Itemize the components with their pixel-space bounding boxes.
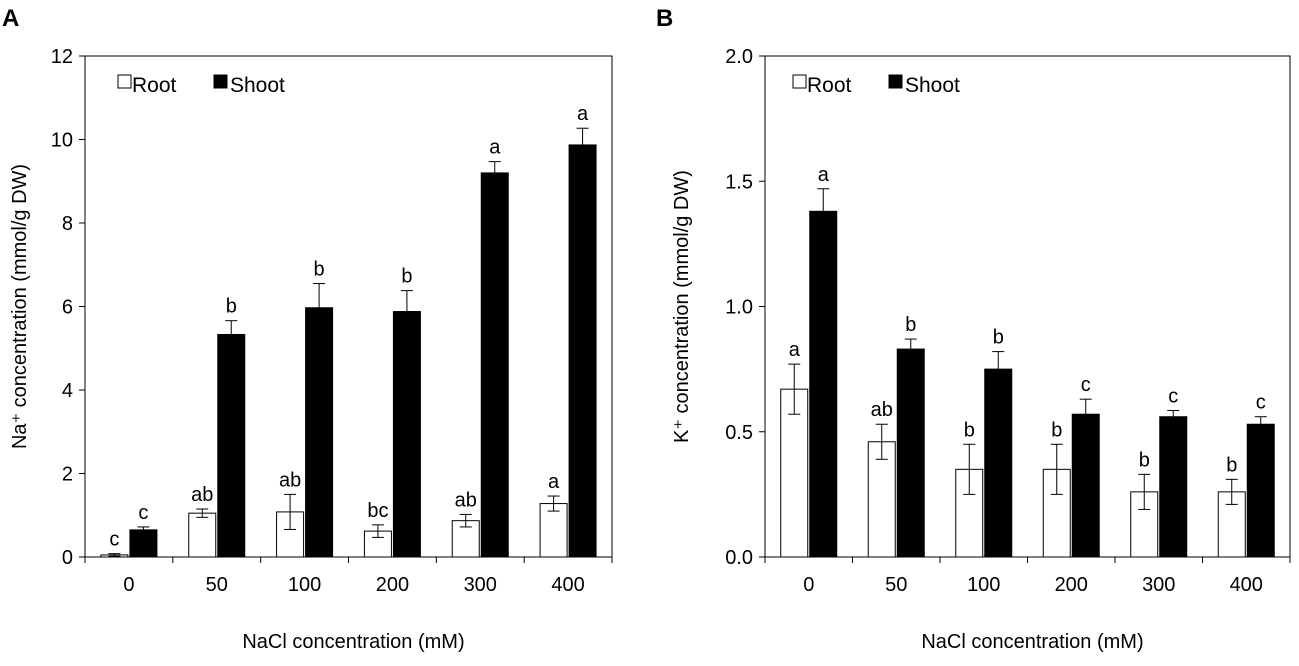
x-tick-label: 300 — [1142, 574, 1175, 596]
chart-panel-a: A 0 2 4 6 8 10 12 0 cc 50 ab b 100 ab b 200 bc b 300 ab a 400 a… — [2, 5, 613, 653]
plot-frame — [764, 55, 1291, 558]
shoot-bar — [129, 529, 158, 558]
significance-label: c — [1256, 392, 1266, 414]
root-bar — [188, 512, 217, 558]
significance-label: b — [1139, 449, 1150, 471]
significance-label: c — [1081, 374, 1091, 396]
significance-label: c — [1168, 385, 1178, 407]
x-tick-label: 100 — [288, 574, 321, 596]
shoot-bar — [809, 210, 838, 558]
significance-label: ab — [279, 469, 301, 491]
x-tick-label: 400 — [1230, 574, 1263, 596]
root-bar — [867, 441, 896, 558]
y-tick-label: 8 — [62, 213, 73, 235]
shoot-bar — [392, 311, 421, 558]
root-bar — [539, 503, 568, 558]
significance-label: c — [109, 529, 119, 551]
shoot-bar — [984, 368, 1013, 558]
legend-label-shoot: Shoot — [905, 74, 960, 97]
legend-swatch-root — [792, 74, 807, 89]
panel-label: A — [2, 5, 19, 32]
y-tick-label: 0 — [62, 547, 73, 569]
shoot-bar — [1246, 423, 1275, 558]
panel-label: B — [656, 5, 673, 32]
significance-label: a — [489, 137, 501, 159]
shoot-bar — [480, 172, 509, 558]
x-tick-label: 0 — [803, 574, 814, 596]
shoot-bar — [1071, 413, 1100, 558]
shoot-bar — [568, 144, 597, 558]
x-tick-label: 400 — [551, 574, 584, 596]
significance-label: b — [226, 296, 237, 318]
root-bar — [1042, 468, 1071, 558]
legend-swatch-root — [117, 74, 132, 89]
y-tick-label: 6 — [62, 297, 73, 319]
legend-label-shoot: Shoot — [230, 74, 285, 97]
significance-label: ab — [871, 399, 893, 421]
x-axis-title: NaCl concentration (mM) — [921, 631, 1143, 653]
significance-label: a — [818, 164, 830, 186]
y-axis-title: K⁺ concentration (mmol/g DW) — [671, 170, 693, 443]
legend-label-root: Root — [132, 74, 177, 97]
significance-label: a — [789, 339, 801, 361]
legend: Root Shoot — [792, 74, 960, 97]
x-tick-label: 200 — [1055, 574, 1088, 596]
legend-swatch-shoot — [213, 74, 228, 89]
legend-swatch-shoot — [888, 74, 903, 89]
y-tick-label: 0.5 — [725, 422, 753, 444]
y-tick-label: 2 — [62, 464, 73, 486]
significance-label: a — [548, 471, 560, 493]
y-axis-title: Na⁺ concentration (mmol/g DW) — [9, 164, 31, 449]
significance-label: b — [905, 314, 916, 336]
chart-panel-b: B 0.0 0.5 1.0 1.5 2.0 0 a a 50 ab b 100 b b 200 b c 300 b c 4… — [656, 5, 1291, 653]
significance-label: ab — [455, 489, 477, 511]
y-tick-label: 12 — [51, 46, 73, 68]
shoot-bar — [305, 307, 334, 558]
significance-label: b — [1051, 419, 1062, 441]
x-tick-label: 50 — [885, 574, 907, 596]
x-tick-label: 200 — [376, 574, 409, 596]
y-tick-label: 2.0 — [725, 46, 753, 68]
significance-label: bc — [367, 500, 388, 522]
significance-label: ab — [191, 484, 213, 506]
shoot-bar — [1159, 416, 1188, 558]
x-tick-label: 0 — [123, 574, 134, 596]
significance-label: b — [314, 259, 325, 281]
significance-label: a — [577, 103, 589, 125]
y-tick-label: 0.0 — [725, 547, 753, 569]
significance-label: b — [993, 327, 1004, 349]
legend: Root Shoot — [117, 74, 285, 97]
x-tick-label: 50 — [206, 574, 228, 596]
plot-frame — [84, 55, 613, 558]
y-tick-label: 10 — [51, 130, 73, 152]
legend-label-root: Root — [807, 74, 852, 97]
y-tick-label: 4 — [62, 380, 73, 402]
x-axis-title: NaCl concentration (mM) — [242, 631, 464, 653]
shoot-bar — [217, 333, 246, 558]
y-tick-label: 1.0 — [725, 297, 753, 319]
shoot-bar — [896, 348, 925, 558]
x-tick-label: 300 — [464, 574, 497, 596]
significance-label: c — [138, 502, 148, 524]
x-tick-label: 100 — [967, 574, 1000, 596]
y-tick-label: 1.5 — [725, 171, 753, 193]
significance-label: b — [401, 266, 412, 288]
significance-label: b — [964, 419, 975, 441]
significance-label: b — [1226, 454, 1237, 476]
